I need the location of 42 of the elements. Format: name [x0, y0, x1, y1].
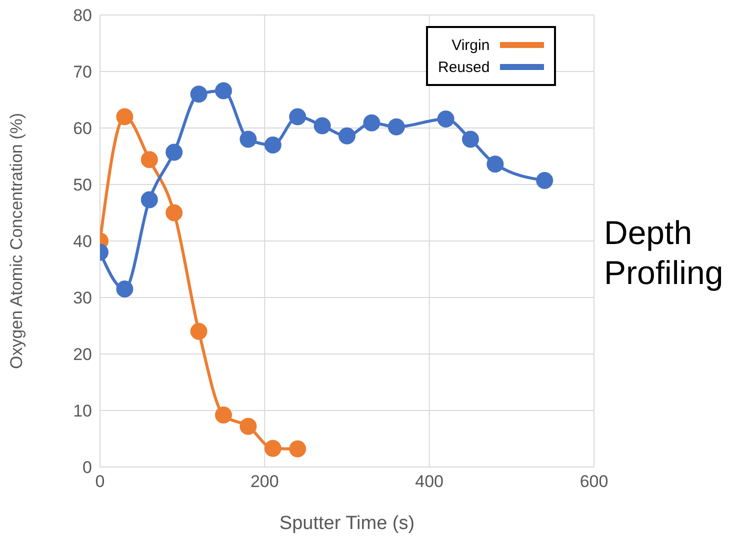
x-tick-label: 0 [95, 472, 105, 492]
text: Depth Profiling [604, 213, 724, 293]
point [289, 108, 306, 126]
point [264, 440, 282, 457]
x-axis-title: Sputter Time (s) [279, 513, 415, 534]
x-tick-label: 200 [250, 472, 279, 492]
point [289, 440, 306, 458]
point [215, 406, 232, 424]
y-tick-label: 60 [73, 119, 92, 138]
y-tick-label: 50 [73, 176, 92, 195]
point [240, 418, 257, 435]
x-tick-label: 400 [415, 472, 444, 492]
point [166, 204, 183, 222]
point [240, 130, 257, 148]
y-tick-label: 40 [73, 232, 92, 252]
y-tick-label: 20 [73, 345, 92, 364]
point [486, 156, 504, 173]
point [190, 86, 208, 103]
point [363, 114, 380, 132]
x-tick-label: 600 [580, 472, 608, 492]
legend-label: Reused [438, 58, 490, 76]
point [437, 110, 454, 128]
point [536, 172, 554, 190]
point [140, 191, 158, 208]
point [215, 82, 232, 100]
point [462, 130, 479, 148]
point [264, 136, 282, 154]
point [338, 127, 356, 144]
point [116, 108, 134, 126]
y-tick-label: 30 [73, 288, 92, 308]
point [116, 280, 134, 298]
y-axis-title: Oxygen Atomic Concentration (%) [7, 112, 26, 370]
legend-label: Virgin [452, 36, 490, 54]
point [190, 322, 208, 340]
point [314, 117, 331, 134]
y-tick-label: 80 [73, 6, 92, 26]
point [388, 118, 405, 136]
y-tick-label: 0 [82, 458, 92, 478]
point [166, 144, 183, 161]
y-tick-label: 70 [73, 62, 92, 82]
y-tick-label: 10 [73, 402, 92, 421]
point [140, 151, 158, 168]
